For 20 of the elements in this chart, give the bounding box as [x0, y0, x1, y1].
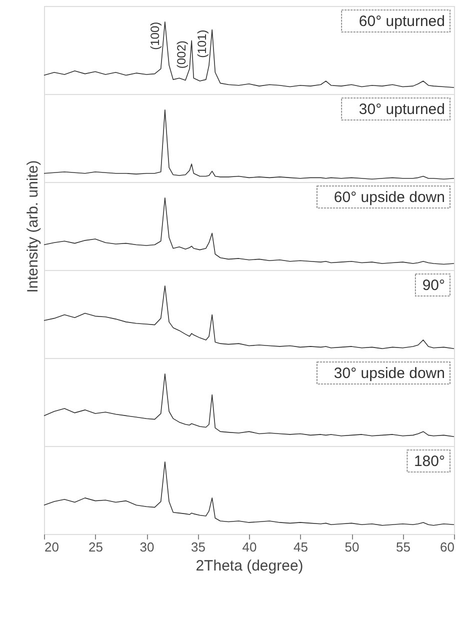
x-tick-label: 30: [140, 540, 154, 554]
y-axis-title: Intensity (arb. unite): [24, 160, 42, 293]
x-tick-label: 35: [191, 540, 206, 554]
text: 60° upside down: [334, 189, 445, 206]
x-tick-label: 55: [396, 540, 410, 554]
x-axis-title: 2Theta (degree): [196, 558, 304, 574]
x-tick-label: 50: [344, 540, 360, 554]
x-tick-label: 25: [88, 540, 103, 554]
annotation: (100): [148, 22, 162, 50]
text: 60° upturned: [358, 13, 445, 30]
x-tick-label: 40: [242, 540, 257, 554]
text: 90°: [422, 277, 445, 294]
text: 30° upside down: [334, 365, 445, 382]
annotation: (002): [174, 40, 189, 69]
text: 30° upturned: [358, 101, 445, 118]
x-tick-label: 20: [44, 540, 59, 554]
text: 180°: [414, 453, 445, 470]
x-tick-label: 60: [440, 540, 454, 554]
x-tick-label: 45: [294, 540, 308, 554]
annotation: (101): [195, 30, 210, 58]
